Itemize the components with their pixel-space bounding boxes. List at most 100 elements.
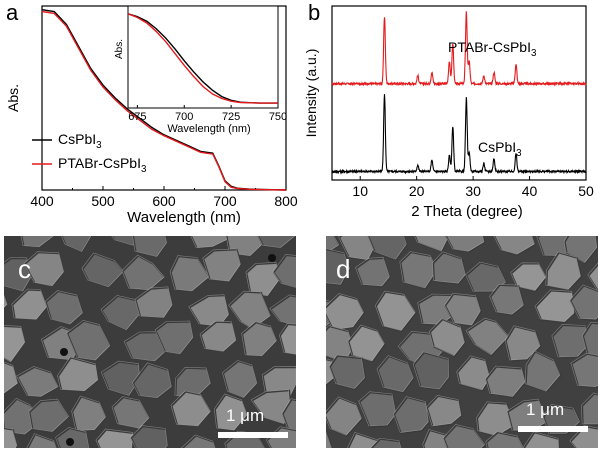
- sem-grain-highlight: [269, 294, 296, 326]
- panel-a-inset-frame: [127, 5, 279, 109]
- sem-grain: [444, 293, 483, 327]
- sem-grain-highlight: [465, 317, 510, 356]
- panel-a-chart: 400 500 600 700 800 Wavelength (nm) Abs. CsPbI3…: [5, 5, 298, 226]
- sem-grain: [214, 393, 249, 432]
- sem-grain-highlight: [485, 431, 524, 448]
- panel-a-xtick-label: 400: [30, 193, 54, 209]
- sem-grain-highlight: [26, 433, 57, 448]
- panel-d-letter: d: [336, 254, 351, 284]
- panel-a-legend-label: CsPbI3: [58, 131, 102, 151]
- sem-grain-highlight: [328, 354, 365, 389]
- sem-grain: [376, 355, 415, 394]
- sem-grain-highlight: [66, 319, 111, 361]
- sem-grain-highlight: [11, 288, 47, 320]
- sem-grain-highlight: [241, 321, 277, 357]
- sem-grain-highlight: [20, 236, 54, 248]
- sem-grain-highlight: [23, 251, 64, 287]
- panel-a-letter: a: [6, 0, 19, 25]
- sem-grain-highlight: [393, 396, 429, 433]
- panel-a-xtick-label: 600: [152, 193, 176, 209]
- sem-grain-highlight: [489, 283, 524, 315]
- sem-grain: [190, 236, 231, 250]
- sem-grain-highlight: [326, 299, 336, 327]
- panel-b-letter: b: [308, 0, 321, 25]
- sem-grain: [582, 322, 598, 358]
- sem-grain: [281, 398, 296, 434]
- sem-grain: [355, 257, 392, 288]
- sem-grain: [257, 236, 296, 250]
- panel-c-letter: c: [18, 254, 31, 284]
- sem-grain: [358, 391, 398, 428]
- sem-grain: [4, 427, 19, 448]
- sem-grain: [326, 428, 333, 448]
- sem-grain-highlight: [412, 351, 449, 390]
- sem-grain-highlight: [190, 236, 230, 249]
- sem-grain-highlight: [326, 248, 350, 285]
- sem-grain-highlight: [28, 398, 69, 432]
- sem-grain: [132, 236, 169, 259]
- sem-image-d: d 1 μm: [326, 236, 598, 448]
- sem-grain: [414, 236, 451, 253]
- sem-grain-highlight: [111, 396, 150, 429]
- sem-grain: [525, 350, 562, 393]
- sem-grain: [23, 251, 66, 288]
- sem-grain-highlight: [180, 434, 216, 448]
- sem-grain-highlight: [569, 425, 598, 448]
- sem-grain: [11, 288, 49, 321]
- sem-grain-highlight: [504, 325, 541, 361]
- sem-grain-highlight: [465, 261, 506, 292]
- sem-grain: [485, 431, 525, 448]
- sem-grain: [570, 353, 598, 389]
- sem-grain: [367, 236, 408, 261]
- sem-grain-highlight: [326, 396, 362, 436]
- sem-grain-highlight: [199, 320, 237, 352]
- sem-grain-highlight: [444, 292, 481, 326]
- sem-grain-highlight: [426, 394, 462, 427]
- sem-grain-highlight: [551, 324, 589, 358]
- sem-grain-highlight: [456, 355, 490, 391]
- sem-grain: [222, 360, 259, 400]
- sem-grain-highlight: [4, 427, 18, 448]
- panel-a-xtick-label: 500: [91, 193, 115, 209]
- sem-grain: [329, 355, 367, 391]
- panel-a-inset-plot: 675 700 725 750 Wavelength (nm) Abs.: [114, 5, 287, 135]
- sem-grain: [101, 361, 142, 398]
- sem-grain-highlight: [222, 360, 258, 398]
- panel-a-inset-xtick-label: 725: [222, 111, 240, 123]
- sem-grain-highlight: [81, 252, 124, 288]
- sem-grain-highlight: [213, 393, 248, 431]
- sem-grain: [4, 325, 27, 364]
- sem-pore: [66, 438, 74, 446]
- sem-grain-highlight: [278, 323, 296, 355]
- panel-a-xlabel: Wavelength (nm): [127, 209, 241, 226]
- sem-grain: [95, 428, 135, 448]
- panel-b-series-1: [331, 94, 587, 175]
- panel-b-series-0: [331, 11, 587, 87]
- sem-grain-highlight: [545, 251, 581, 290]
- sem-grain: [523, 431, 561, 448]
- sem-grain: [16, 366, 60, 399]
- sem-grain-highlight: [272, 254, 296, 288]
- sem-grain: [399, 251, 439, 290]
- sem-grain: [534, 289, 576, 324]
- sem-grain: [71, 395, 108, 433]
- sem-grain-highlight: [570, 352, 598, 388]
- sem-grain: [569, 284, 598, 321]
- sem-grain-highlight: [358, 391, 397, 427]
- panel-b-xtick-label: 20: [409, 183, 425, 199]
- panel-a-legend-label: PTABr-CsPbI3: [58, 155, 147, 175]
- scale-label-c: 1 μm: [226, 406, 265, 425]
- sem-grain: [493, 236, 537, 256]
- sem-grain: [130, 425, 170, 448]
- sem-grain-highlight: [524, 350, 561, 392]
- panel-a-inset-series-1: [127, 13, 278, 104]
- sem-grain-highlight: [71, 395, 106, 431]
- sem-grain-highlight: [4, 361, 18, 394]
- sem-grain-highlight: [442, 424, 486, 448]
- sem-grain-highlight: [169, 255, 210, 292]
- sem-grain-highlight: [582, 321, 598, 356]
- panel-a-inset-xtick-label: 700: [175, 111, 193, 123]
- sem-grain-highlight: [510, 262, 547, 291]
- panel-a-xtick-label: 800: [274, 193, 298, 209]
- sem-grain: [241, 321, 279, 358]
